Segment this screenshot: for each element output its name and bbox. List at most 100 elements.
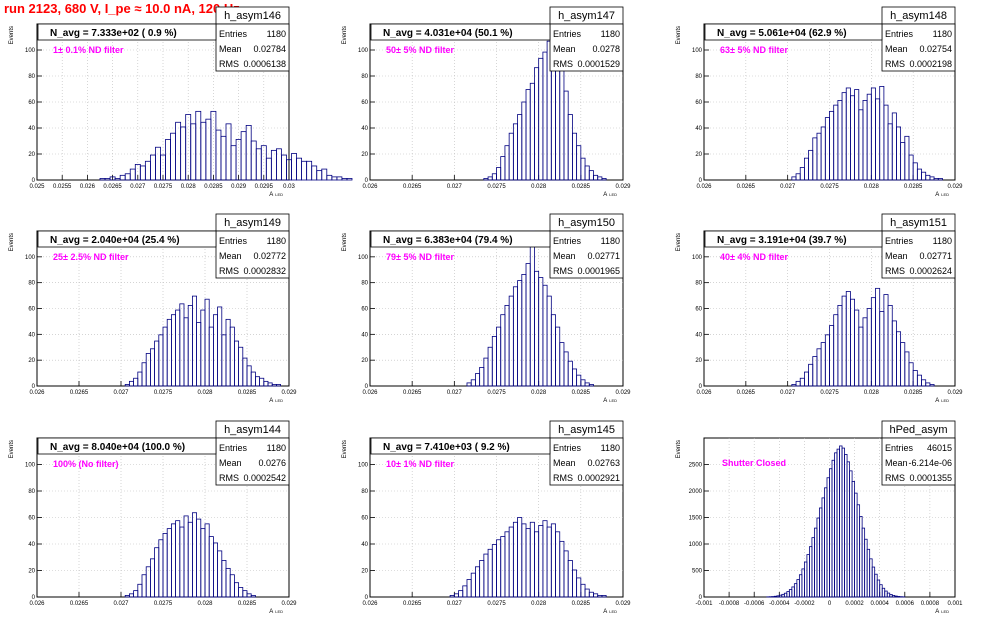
histogram-name: h_asym149: [224, 217, 281, 229]
stats-box: [215, 437, 290, 486]
title-box: [37, 23, 217, 41]
y-axis-title: Events: [342, 26, 348, 44]
stats-label: RMS: [219, 59, 239, 69]
title-box: [37, 437, 217, 455]
stats-box: [881, 230, 956, 279]
y-tick-label: 60: [361, 307, 368, 313]
x-tick-label: 0.0285: [572, 390, 591, 396]
stats-label: Entries: [885, 29, 914, 39]
x-tick-label: 0.0255: [53, 184, 72, 190]
stats-label: Mean: [553, 458, 576, 468]
histogram-name: h_asym144: [224, 424, 281, 436]
stats-value: 0.0002832: [243, 266, 286, 276]
chart-hPed_asym: -0.001 -0.0008 -0.0006 -0.0004 -0.0002 0 0.000…: [676, 420, 963, 615]
y-axis-title: Events: [9, 26, 15, 44]
x-tick-label: -0.0006: [744, 601, 765, 607]
histogram-bar: [588, 384, 594, 387]
stats-value: 0.02754: [919, 44, 952, 54]
y-tick-label: 60: [361, 100, 368, 106]
x-tick-label: 0.026: [362, 601, 378, 607]
y-tick-label: 20: [361, 358, 368, 364]
y-tick-label: 20: [28, 569, 35, 575]
x-tick-label: 0.0285: [904, 390, 923, 396]
histogram-bar: [275, 384, 281, 387]
stats-label: RMS: [885, 59, 905, 69]
y-tick-label: 60: [695, 307, 702, 313]
y-tick-label: 40: [695, 332, 702, 338]
y-tick-label: 60: [361, 516, 368, 522]
x-tick-label: 0.029: [281, 390, 297, 396]
stats-label: Mean: [885, 458, 908, 468]
x-axis-title: A LED: [269, 609, 283, 615]
x-axis-title: A LED: [935, 398, 949, 404]
y-tick-label: 100: [25, 48, 36, 54]
y-tick-label: 0: [699, 384, 703, 390]
stats-value: 0.0001355: [909, 473, 952, 483]
histogram-bar: [929, 384, 935, 387]
stats-label: RMS: [885, 266, 905, 276]
y-tick-label: 80: [28, 281, 35, 287]
x-tick-label: 0.027: [447, 184, 463, 190]
histogram-name: h_asym151: [890, 217, 947, 229]
stats-value: 0.02763: [587, 458, 620, 468]
stats-value: 0.0002198: [909, 59, 952, 69]
y-tick-label: 0: [32, 595, 36, 601]
x-tick-label: 0.0265: [403, 601, 422, 607]
x-tick-label: 0.0275: [820, 184, 839, 190]
stats-label: Entries: [553, 236, 582, 246]
x-tick-label: 0.0265: [737, 390, 756, 396]
x-tick-label: 0.028: [197, 390, 213, 396]
x-tick-label: 0.026: [80, 184, 96, 190]
x-axis-title: A LED: [603, 609, 617, 615]
x-tick-label: 0.0275: [487, 601, 506, 607]
x-tick-label: 0.0285: [572, 601, 591, 607]
y-tick-label: 100: [25, 463, 36, 469]
filter-annotation: 10± 1% ND filter: [386, 459, 454, 469]
y-tick-label: 20: [695, 358, 702, 364]
page-title: run 2123, 680 V, I_pe ≈ 10.0 nA, 120 Hz: [4, 1, 240, 16]
stats-label: Mean: [553, 251, 576, 261]
y-tick-label: 100: [358, 255, 369, 261]
stats-box: [215, 23, 290, 72]
x-axis-title: A LED: [269, 398, 283, 404]
x-tick-label: 0.026: [362, 390, 378, 396]
x-tick-label: 0.0275: [487, 390, 506, 396]
chart-h_asym151: 0.026 0.0265 0.027 0.0275 0.028 0.0285 0.029 0 2…: [676, 213, 963, 404]
stats-box: [881, 23, 956, 72]
stats-box: [549, 23, 624, 72]
x-axis-title: A LED: [935, 609, 949, 615]
chart-title: N_avg = 5.061e+04 (62.9 %): [717, 28, 847, 39]
y-tick-label: 40: [361, 126, 368, 132]
filter-annotation: 79± 5% ND filter: [386, 252, 454, 262]
y-tick-label: 80: [695, 281, 702, 287]
y-tick-label: 100: [692, 48, 703, 54]
x-tick-label: 0.0265: [403, 184, 422, 190]
y-tick-label: 0: [32, 384, 36, 390]
y-tick-label: 20: [28, 152, 35, 158]
histogram-bar: [341, 178, 348, 181]
stats-value: 1180: [267, 29, 286, 39]
stats-label: RMS: [553, 473, 573, 483]
y-tick-label: 80: [28, 74, 35, 80]
x-tick-label: 0.0265: [103, 184, 122, 190]
y-tick-label: 80: [361, 281, 368, 287]
x-tick-label: 0.0285: [572, 184, 591, 190]
x-tick-label: 0.0265: [70, 390, 89, 396]
x-tick-label: 0.0265: [737, 184, 756, 190]
title-box: [370, 23, 551, 41]
x-tick-label: 0.0295: [255, 184, 274, 190]
x-tick-label: 0.0275: [487, 184, 506, 190]
stats-value: -6.214e-06: [908, 458, 952, 468]
y-tick-label: 20: [361, 152, 368, 158]
y-axis-title: Events: [342, 440, 348, 458]
stats-value: 0.0006138: [243, 59, 286, 69]
filter-annotation: 25± 2.5% ND filter: [53, 252, 129, 262]
y-tick-label: 80: [28, 489, 35, 495]
stats-value: 0.02771: [919, 251, 952, 261]
histogram-name: h_asym148: [890, 10, 947, 22]
x-tick-label: 0.029: [947, 390, 963, 396]
y-tick-label: 100: [358, 48, 369, 54]
histogram-bar: [331, 176, 338, 181]
stats-label: Entries: [885, 236, 914, 246]
